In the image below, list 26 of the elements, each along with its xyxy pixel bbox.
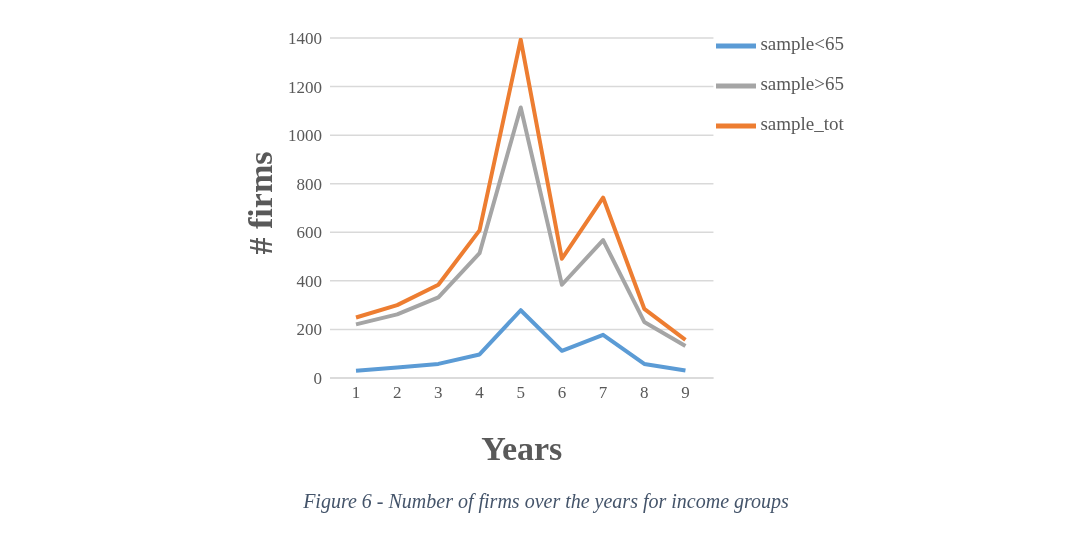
- line-series: [354, 38, 688, 342]
- x-tick-label: 9: [681, 383, 690, 403]
- x-tick-label: 4: [475, 383, 485, 403]
- legend-label: sample_tot: [760, 113, 844, 135]
- y-tick-label: 800: [296, 174, 322, 194]
- y-tick-label: 1400: [288, 29, 322, 49]
- y-tick-label: 600: [296, 223, 322, 243]
- x-tick-label: 1: [351, 383, 361, 403]
- line-series: [354, 105, 688, 348]
- x-tick-label: 7: [598, 383, 608, 403]
- y-axis-title: # firms: [242, 151, 280, 255]
- y-tick-label: 200: [296, 320, 322, 340]
- legend-label: sample<65: [760, 33, 844, 55]
- x-tick-label: 8: [640, 383, 649, 403]
- x-axis-title: Years: [481, 430, 563, 467]
- x-tick-label: 5: [516, 383, 525, 403]
- legend-label: sample>65: [760, 73, 844, 95]
- caption: Figure 6 - Number of firms over the years for income groups: [302, 490, 790, 513]
- y-tick-label: 1000: [288, 126, 322, 146]
- x-tick-label: 2: [392, 383, 402, 403]
- x-tick-label: 6: [557, 383, 567, 403]
- x-tick-label: 3: [434, 383, 443, 403]
- y-tick-label: 400: [296, 271, 322, 291]
- y-tick-label: 0: [313, 369, 322, 389]
- line-series: [354, 308, 688, 373]
- y-tick-label: 1200: [288, 77, 322, 97]
